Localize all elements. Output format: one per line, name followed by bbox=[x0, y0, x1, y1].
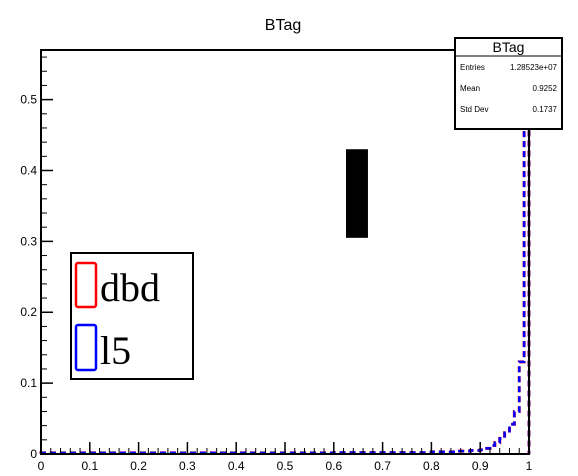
stats-entries-label: Entries bbox=[460, 63, 485, 72]
y-tick-label: 0.1 bbox=[20, 376, 37, 390]
y-tick-label: 0.2 bbox=[20, 305, 37, 319]
stats-box: BTag Entries 1.28523e+07 Mean 0.9252 Std… bbox=[454, 37, 563, 130]
stats-entries-value: 1.28523e+07 bbox=[510, 63, 557, 72]
x-tick-label: 0.4 bbox=[228, 459, 245, 473]
stats-mean-value: 0.9252 bbox=[533, 84, 558, 93]
x-tick-label: 1 bbox=[526, 459, 533, 473]
x-tick-label: 0.8 bbox=[423, 459, 440, 473]
legend-swatch-dbd bbox=[74, 261, 98, 309]
legend-frame bbox=[70, 252, 194, 380]
y-tick-label: 0.4 bbox=[20, 163, 37, 177]
legend-label-l5: l5 bbox=[100, 328, 131, 373]
stats-stddev-value: 0.1737 bbox=[533, 105, 558, 114]
legend-label-dbd: dbd bbox=[100, 265, 160, 310]
y-tick-label: 0.5 bbox=[20, 93, 37, 107]
x-tick-label: 0.5 bbox=[277, 459, 294, 473]
legend-swatch-l5 bbox=[74, 323, 98, 372]
chart-title: BTag bbox=[265, 17, 301, 34]
x-tick-label: 0.3 bbox=[179, 459, 196, 473]
y-tick-label: 0 bbox=[30, 447, 37, 461]
stats-stddev-label: Std Dev bbox=[460, 105, 488, 114]
stats-box-title: BTag bbox=[493, 39, 525, 55]
stats-box-frame bbox=[454, 37, 563, 130]
axes: 0 0.1 0.2 0.3 0.4 0.5 0.6 0.7 0.8 0.9 1 0 0.1 0.2 0.3 0… bbox=[20, 56, 533, 473]
x-tick-label: 0.9 bbox=[472, 459, 489, 473]
plot-area bbox=[39, 69, 531, 455]
x-tick-label: 0.6 bbox=[325, 459, 342, 473]
legend: dbd l5 bbox=[70, 252, 194, 380]
series-l5-line bbox=[39, 70, 531, 455]
y-tick-label: 0.3 bbox=[20, 234, 37, 248]
x-tick-label: 0 bbox=[38, 459, 45, 473]
x-tick-label: 0.7 bbox=[374, 459, 391, 473]
stats-mean-label: Mean bbox=[460, 84, 480, 93]
marker-rect bbox=[346, 149, 368, 238]
x-tick-label: 0.1 bbox=[81, 459, 98, 473]
x-tick-label: 0.2 bbox=[130, 459, 147, 473]
